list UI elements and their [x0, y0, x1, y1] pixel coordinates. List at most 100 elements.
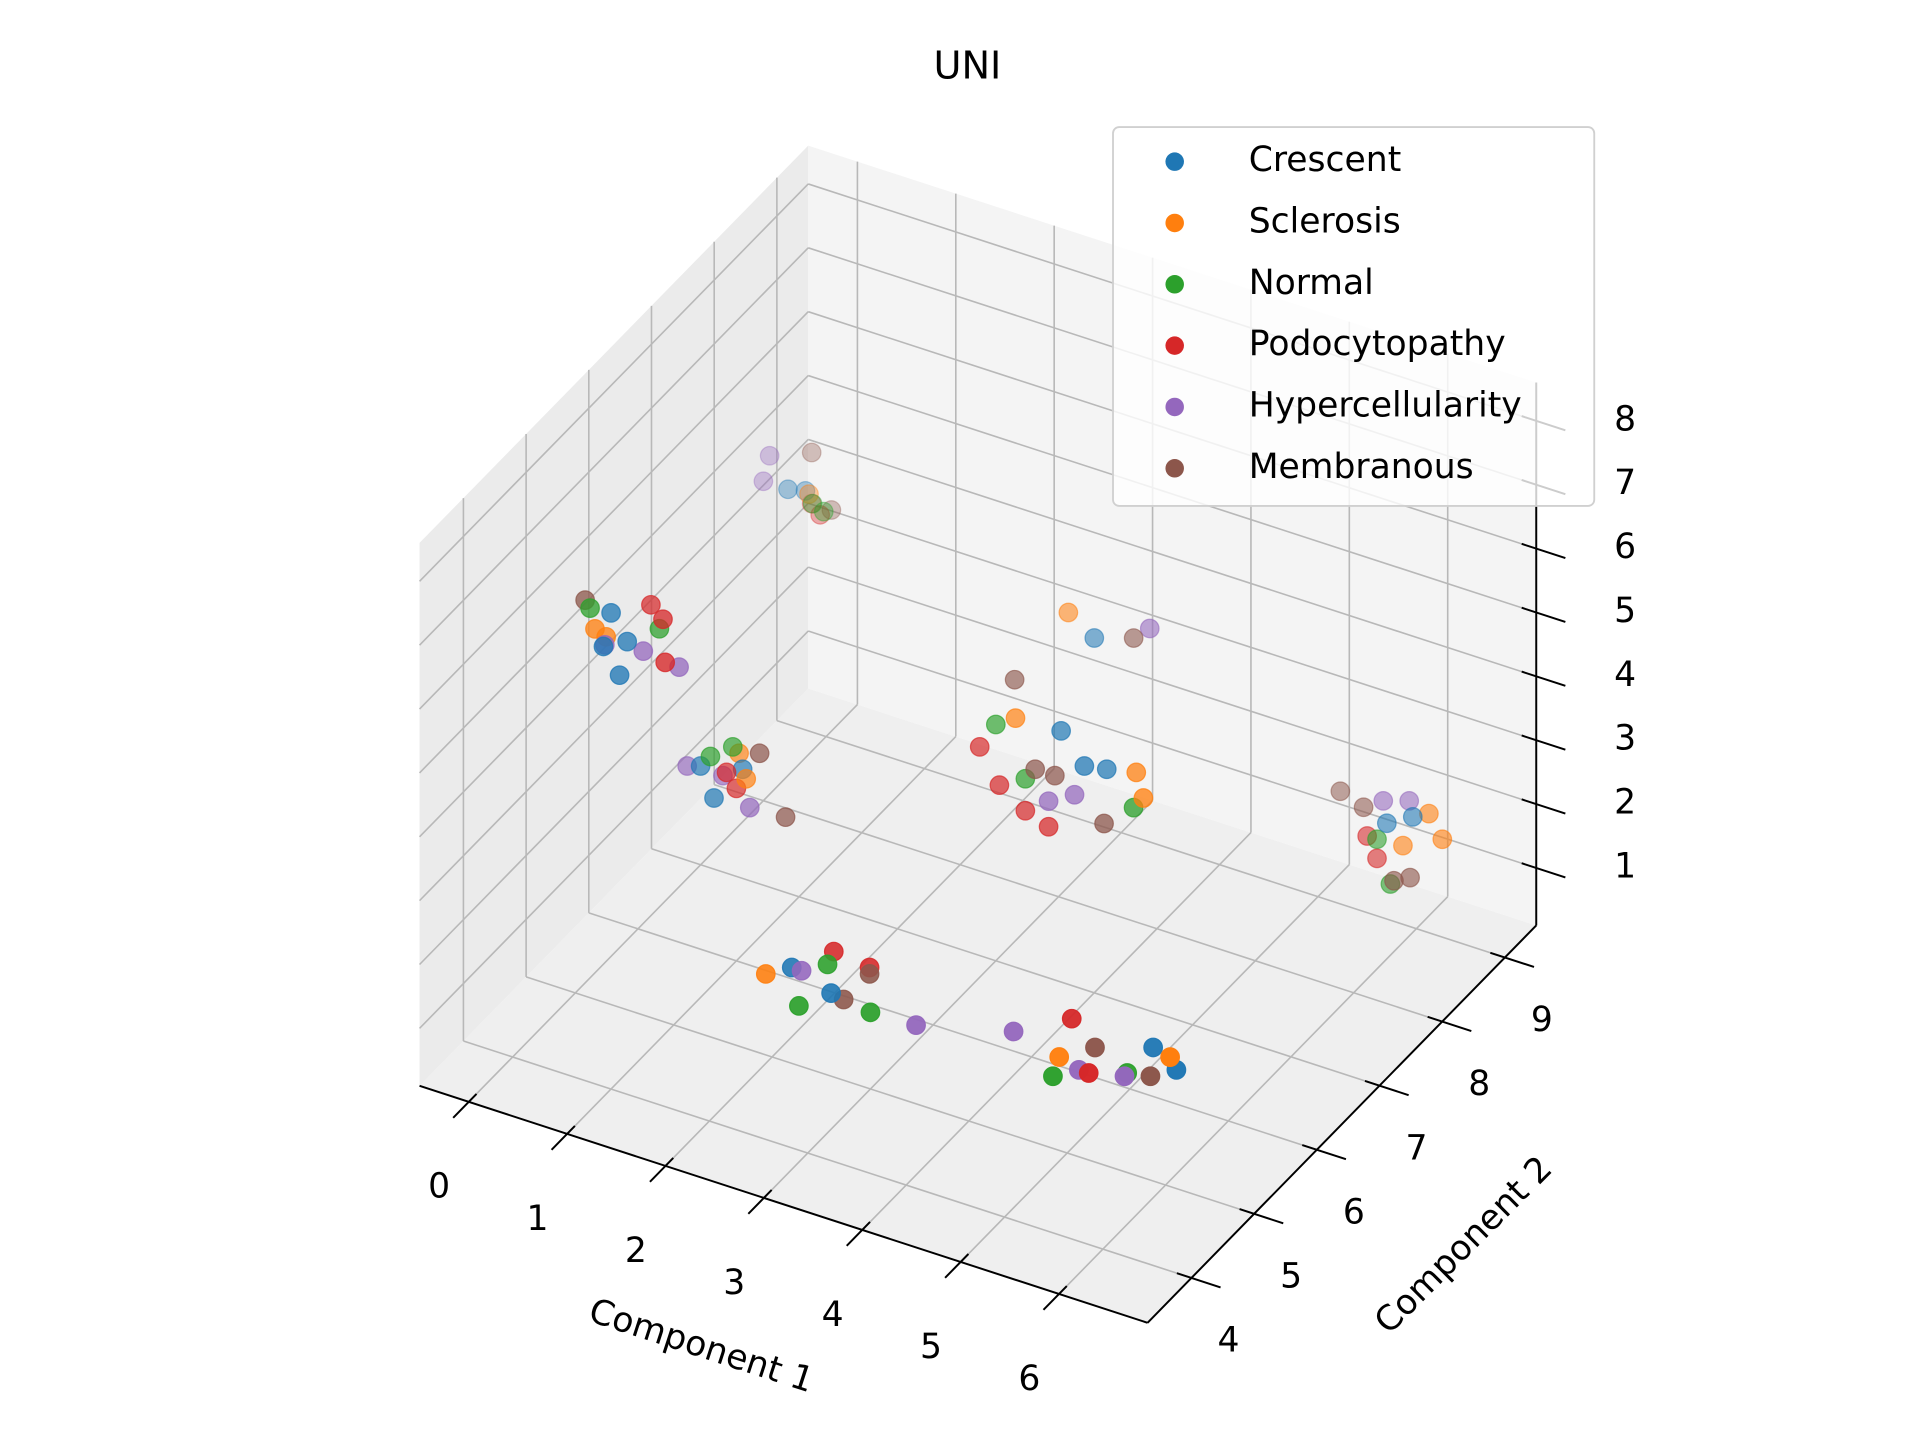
- point: [1402, 806, 1423, 827]
- x-tick-label: 4: [822, 1295, 844, 1335]
- z-tick: [1521, 734, 1566, 751]
- legend-label: Sclerosis: [1249, 201, 1401, 241]
- point: [739, 797, 760, 818]
- point: [791, 960, 812, 981]
- point: [580, 598, 600, 618]
- point: [1143, 1037, 1164, 1058]
- point: [1384, 870, 1404, 891]
- point: [810, 504, 831, 525]
- point: [753, 471, 774, 492]
- x-tick: [452, 1093, 478, 1119]
- legend-marker: [1165, 397, 1184, 417]
- grid-line: [713, 783, 1443, 1023]
- x-axis: [419, 1084, 1148, 1324]
- legend: Crescent Sclerosis Normal Podocytopathy Hype…: [1112, 126, 1596, 507]
- point: [1139, 618, 1160, 639]
- point: [1133, 788, 1154, 808]
- x-tick-label: 2: [625, 1231, 647, 1271]
- point: [700, 746, 721, 767]
- point: [802, 493, 823, 514]
- grid-line: [763, 800, 1154, 1199]
- z-tick: [1521, 606, 1566, 623]
- point: [1123, 628, 1144, 648]
- legend-box: [1112, 126, 1596, 507]
- grid-line: [418, 566, 809, 966]
- grid-line: [807, 502, 1537, 741]
- point: [1004, 669, 1025, 690]
- y-tick-label: 7: [1406, 1128, 1428, 1168]
- z-tick: [1521, 670, 1566, 687]
- grid-line: [418, 183, 809, 582]
- legend-label: Hypercellularity: [1249, 385, 1522, 425]
- point: [1096, 759, 1117, 780]
- point: [1038, 791, 1059, 812]
- z-tick-label: 3: [1614, 719, 1636, 759]
- legend-marker: [1165, 152, 1184, 171]
- point: [1126, 762, 1147, 783]
- y-tick-label: 8: [1468, 1064, 1490, 1104]
- y-tick: [1176, 1272, 1221, 1289]
- point: [585, 618, 605, 639]
- legend-marker: [1165, 336, 1184, 355]
- legend-label: Membranous: [1249, 447, 1474, 487]
- point: [1353, 797, 1374, 818]
- point: [593, 636, 614, 657]
- legend-label: Normal: [1249, 263, 1374, 303]
- point: [1376, 813, 1397, 834]
- grid-line: [418, 502, 809, 902]
- point: [1085, 1037, 1105, 1058]
- legend-label: Podocytopathy: [1249, 324, 1506, 364]
- x-tick-label: 5: [920, 1327, 942, 1367]
- point: [641, 594, 661, 615]
- y-tick-label: 5: [1280, 1256, 1302, 1296]
- point: [755, 964, 776, 984]
- point: [1058, 602, 1079, 623]
- grid-line: [861, 832, 1252, 1231]
- z-tick-label: 7: [1614, 463, 1636, 503]
- point: [789, 996, 809, 1016]
- grid-line: [807, 566, 1537, 805]
- z-tick-label: 6: [1614, 527, 1636, 567]
- y-tick: [1427, 1015, 1472, 1032]
- z-tick: [1521, 862, 1566, 879]
- point: [801, 493, 822, 514]
- point: [1367, 829, 1387, 850]
- z-tick-label: 5: [1614, 591, 1636, 631]
- point: [795, 480, 816, 501]
- x-tick-label: 6: [1018, 1359, 1040, 1399]
- point: [969, 736, 990, 757]
- point: [1038, 816, 1059, 837]
- x-tick-label: 0: [428, 1167, 450, 1207]
- y-axis: [1146, 924, 1537, 1324]
- point: [1084, 628, 1105, 648]
- point: [989, 775, 1010, 796]
- point: [1094, 813, 1114, 834]
- point: [1373, 791, 1394, 811]
- point: [1330, 781, 1351, 802]
- point: [801, 442, 822, 463]
- z-tick: [1521, 542, 1566, 560]
- grid-line: [807, 630, 1537, 869]
- x-axis-label: Component 1: [584, 1291, 818, 1401]
- point: [1400, 867, 1420, 888]
- point: [1432, 829, 1453, 850]
- grid-line: [463, 1040, 1192, 1279]
- y-tick-label: 9: [1531, 1000, 1553, 1040]
- point: [704, 788, 724, 808]
- point: [817, 954, 838, 975]
- legend-marker: [1165, 459, 1184, 478]
- z-tick: [1521, 798, 1566, 815]
- point: [1114, 1066, 1135, 1087]
- point: [736, 768, 757, 789]
- y-tick: [1364, 1079, 1409, 1097]
- grid-line: [776, 719, 1506, 959]
- grid-line: [566, 735, 957, 1135]
- z-tick-label: 8: [1614, 399, 1636, 439]
- floor-pane: [419, 688, 1537, 1323]
- grid-line: [1058, 896, 1449, 1295]
- x-tick: [747, 1189, 773, 1215]
- point: [601, 603, 621, 623]
- y-axis-label: Component 2: [1367, 1149, 1560, 1342]
